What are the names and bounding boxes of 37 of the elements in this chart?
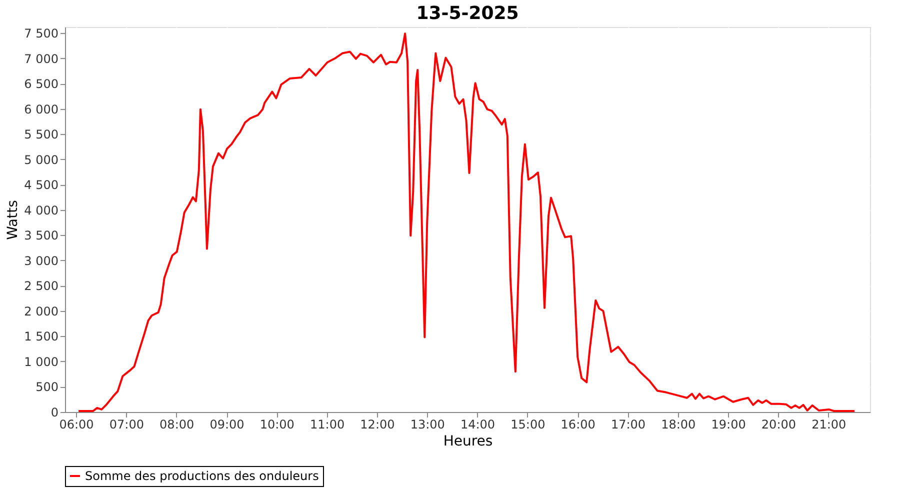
- chart-title: 13-5-2025: [416, 3, 519, 24]
- x-tick-label: 17:00: [610, 418, 646, 432]
- x-tick-label: 12:00: [360, 418, 395, 432]
- x-tick-label: 08:00: [160, 418, 194, 432]
- y-tick-label: 2 500: [24, 279, 58, 294]
- legend-label: Somme des productions des onduleurs: [85, 469, 319, 483]
- y-tick-label: 2 000: [24, 304, 58, 318]
- y-tick-label: 4 000: [24, 203, 58, 218]
- x-tick-label: 16:00: [560, 418, 596, 432]
- y-tick-label: 6 000: [24, 102, 58, 116]
- x-tick-label: 09:00: [210, 418, 244, 432]
- x-tick-label: 20:00: [761, 418, 796, 432]
- x-tick-label: 15:00: [510, 418, 546, 432]
- x-axis-title: Heures: [443, 434, 493, 450]
- x-tick-label: 18:00: [661, 418, 696, 432]
- y-tick-label: 5 000: [24, 152, 58, 167]
- x-tick-label: 07:00: [109, 418, 144, 432]
- x-tick-label: 13:00: [410, 418, 445, 432]
- y-tick-label: 3 000: [24, 254, 58, 268]
- x-tick-label: 14:00: [460, 418, 496, 432]
- y-tick-label: 7 500: [24, 26, 58, 41]
- x-tick-label: 10:00: [260, 418, 294, 432]
- y-tick-label: 1 000: [24, 354, 58, 369]
- line-series: [78, 32, 856, 412]
- x-tick-label: 06:00: [59, 418, 94, 432]
- y-tick-label: 5 500: [24, 128, 58, 142]
- y-tick-label: 4 500: [24, 178, 58, 192]
- y-tick-label: 7 000: [24, 52, 58, 66]
- y-tick-label: 6 500: [24, 77, 58, 92]
- y-axis-title: Watts: [5, 200, 22, 240]
- x-tick-label: 19:00: [711, 418, 746, 432]
- x-tick-label: 11:00: [310, 418, 345, 432]
- y-tick-label: 0: [50, 406, 58, 420]
- y-tick-label: 1 500: [24, 330, 58, 344]
- x-tick-label: 21:00: [812, 418, 846, 432]
- y-tick-label: 500: [36, 380, 58, 394]
- y-tick-label: 3 500: [24, 228, 58, 243]
